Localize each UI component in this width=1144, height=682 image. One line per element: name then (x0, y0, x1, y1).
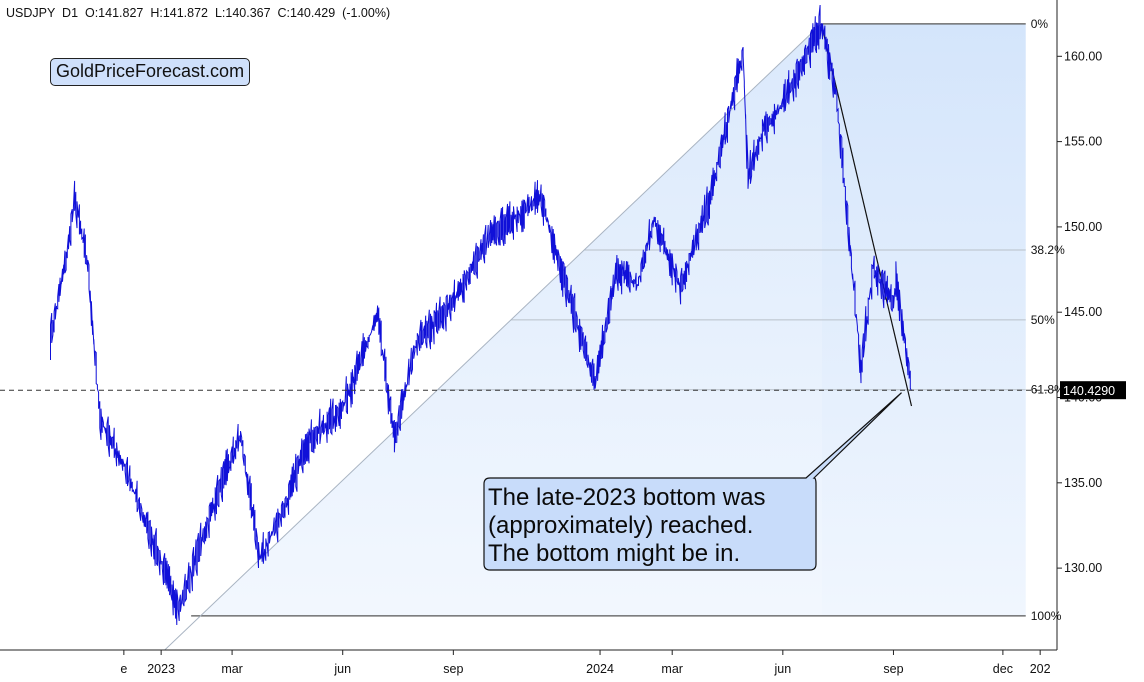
low-value: L:140.367 (214, 6, 271, 20)
fib-level-label: 38.2% (1031, 243, 1065, 257)
y-tick-label: 155.00 (1064, 135, 1102, 149)
symbol-label: USDJPY (6, 6, 56, 20)
x-tick-label: jun (333, 662, 351, 676)
x-tick-label: sep (883, 662, 903, 676)
y-tick-label: 130.00 (1064, 561, 1102, 575)
x-tick-label: mar (661, 662, 683, 676)
watermark-logo: GoldPriceForecast.com (50, 58, 251, 86)
x-tick-label: jun (773, 662, 791, 676)
price-series (50, 4, 912, 626)
fibonacci-level-labels: 0% 38.2% 50% 61.8% 100% (1031, 17, 1065, 623)
x-tick-label: mar (221, 662, 243, 676)
timeframe-label: D1 (62, 6, 79, 20)
x-tick-label: 2023 (147, 662, 175, 676)
change-value: (-1.00%) (342, 6, 391, 20)
annotation-line-3: The bottom might be in. (488, 540, 741, 567)
annotation-line-1: The late-2023 bottom was (488, 484, 766, 511)
fib-level-label: 61.8% (1031, 383, 1065, 397)
fib-level-label: 50% (1031, 313, 1055, 327)
y-tick-label: 135.00 (1064, 476, 1102, 490)
x-tick-label: e (120, 662, 127, 676)
fib-level-label: 0% (1031, 17, 1049, 31)
price-tag-bg (1060, 381, 1126, 400)
x-tick-label: 2024 (586, 662, 614, 676)
rising-trend-line (163, 23, 822, 650)
x-tick-label: sep (443, 662, 463, 676)
price-tag-label: 140.4290 (1063, 384, 1115, 398)
plot-area (0, 4, 1057, 650)
y-tick-label: 145.00 (1064, 305, 1102, 319)
y-tick-label: 150.00 (1064, 220, 1102, 234)
callout-bubble (483, 392, 902, 571)
annotation-text: The late-2023 bottom was (approximately)… (488, 484, 818, 568)
fib-level-label: 100% (1031, 609, 1062, 623)
annotation-line-2: (approximately) reached. (488, 512, 754, 539)
trend-lines (163, 23, 913, 650)
current-price-tag: 140.4290 (1060, 381, 1126, 400)
close-value: C:140.429 (277, 6, 336, 20)
high-value: H:141.872 (150, 6, 209, 20)
x-tick-label: dec (993, 662, 1013, 676)
y-axis: 130.00135.00140.00145.00150.00155.00160.… (1056, 0, 1102, 650)
callout-box (483, 392, 902, 571)
y-tick-label: 160.00 (1064, 49, 1102, 63)
open-value: O:141.827 (84, 6, 144, 20)
x-axis: e 2023 mar jun sep 2024 mar jun sep dec 202 (0, 649, 1057, 676)
x-tick-label: 202 (1030, 662, 1051, 676)
declining-trend-line (820, 23, 913, 407)
price-line (50, 4, 912, 626)
chart-header: USDJPY D1 O:141.827 H:141.872 L:140.367 … (6, 6, 390, 20)
